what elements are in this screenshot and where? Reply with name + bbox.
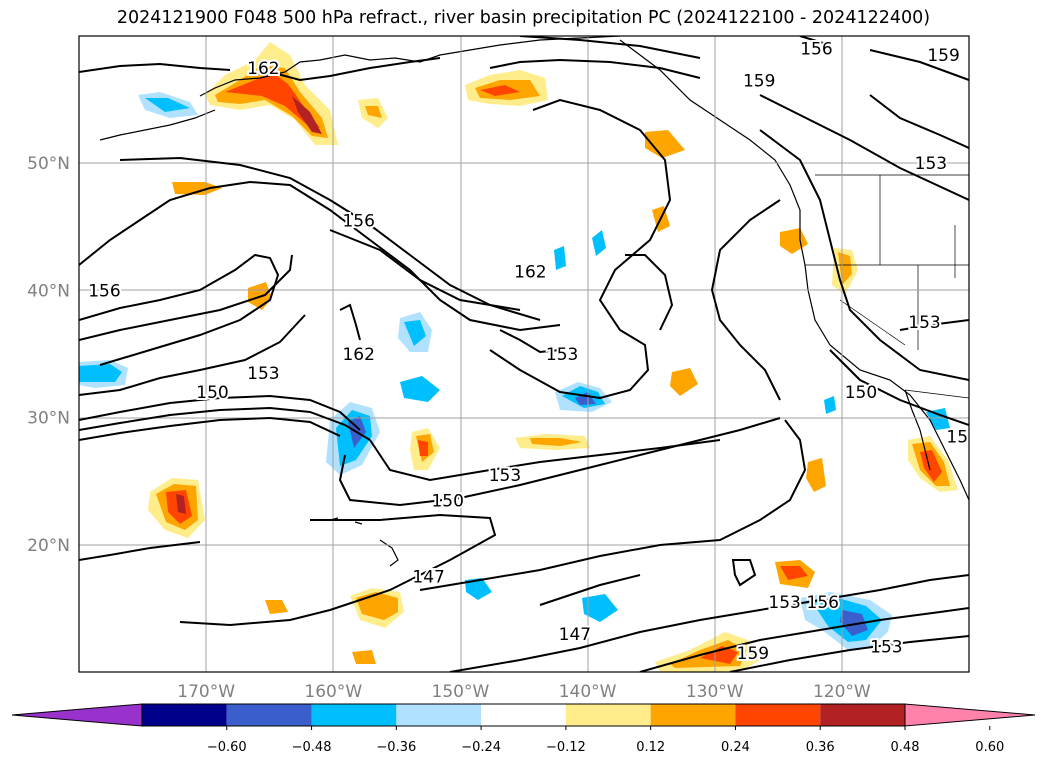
colorbar-segment <box>735 704 821 726</box>
lat-tick-label: 40°N <box>27 281 70 301</box>
colorbar-segment <box>481 704 566 726</box>
colorbar-tick-label: 0.60 <box>975 740 1004 755</box>
contour-label: 150 <box>946 428 978 448</box>
colorbar-segment <box>226 704 312 726</box>
colorbar-tick-label: −0.60 <box>207 740 247 755</box>
contour-label: 156 <box>807 593 839 613</box>
lon-tick-label: 130°W <box>686 682 744 702</box>
precip-blob <box>806 458 826 492</box>
contour-label: 153 <box>768 593 800 613</box>
lon-tick-label: 150°W <box>432 682 490 702</box>
precip-blob <box>356 592 398 620</box>
lat-tick-label: 30°N <box>27 409 70 429</box>
contour-label: 153 <box>489 466 521 486</box>
colorbar-tick-label: −0.48 <box>292 740 332 755</box>
colorbar-segment <box>820 704 905 726</box>
precip-blob <box>145 98 190 112</box>
contour-label: 162 <box>342 345 374 365</box>
contour-label: 162 <box>247 59 279 79</box>
contour-label: 162 <box>514 262 546 282</box>
contour-label: 156 <box>800 40 832 60</box>
precip-blob <box>225 72 320 128</box>
contour-label: 153 <box>915 154 947 174</box>
colorbar-tick-label: 0.24 <box>721 740 750 755</box>
precip-blob <box>400 376 440 402</box>
lon-tick-label: 170°W <box>177 682 235 702</box>
coastline-aleutians <box>99 109 216 141</box>
precip-blob <box>926 408 950 430</box>
precip-blob <box>480 85 520 96</box>
colorbar-tick-label: −0.24 <box>461 740 501 755</box>
precip-blob <box>265 600 288 614</box>
precip-blob <box>172 182 222 195</box>
contour-label: 153 <box>908 313 940 333</box>
map-title: 2024121900 F048 500 hPa refract., river … <box>116 8 931 28</box>
contour-labels: 162 159 156 159 153 156 162 156 162 153 153 150 150 1… <box>86 38 978 666</box>
colorbar-tick-label: 0.36 <box>806 740 835 755</box>
precip-blob <box>404 320 426 346</box>
precip-blob <box>920 450 942 482</box>
lon-tick-label: 140°W <box>559 682 617 702</box>
precip-blob <box>645 130 685 158</box>
precip-blob <box>554 246 566 270</box>
precip-blob <box>824 396 836 414</box>
precip-blob <box>365 106 382 118</box>
precip-blob <box>465 578 492 600</box>
colorbar-tick-label: −0.12 <box>546 740 586 755</box>
latitude-labels: 20°N 30°N 40°N 50°N <box>27 154 70 556</box>
contour-label: 153 <box>870 638 902 658</box>
colorbar: −0.60 −0.48 −0.36 −0.24 −0.12 0.12 0.24 0.36 0.4… <box>11 703 1036 755</box>
precip-blob <box>700 646 738 664</box>
colorbar-outline <box>141 703 906 727</box>
precip-blob <box>418 440 428 456</box>
map-frame <box>78 35 970 673</box>
contour-label: 150 <box>845 383 877 403</box>
colorbar-segment <box>565 704 651 726</box>
coastline-panhandle <box>619 39 969 501</box>
colorbar-segment <box>142 704 227 726</box>
contour-label: 156 <box>342 211 374 231</box>
contour-label: 150 <box>431 491 463 511</box>
lon-tick-label: 120°W <box>813 682 871 702</box>
contour-label: 147 <box>412 568 444 588</box>
contour-label: 153 <box>546 345 578 365</box>
precip-blob <box>176 494 186 514</box>
precip-blob <box>575 392 596 405</box>
colorbar-segment <box>650 704 736 726</box>
contour-label: 153 <box>247 364 279 384</box>
contour-label: 159 <box>743 72 775 92</box>
colorbar-extend-high <box>904 703 1036 727</box>
colorbar-extend-low <box>11 703 143 727</box>
lat-tick-label: 20°N <box>27 536 70 556</box>
lon-tick-label: 160°W <box>304 682 362 702</box>
borders <box>805 174 969 399</box>
precip-shading <box>79 42 958 672</box>
precip-blob <box>670 368 698 396</box>
contour-label: 156 <box>88 281 120 301</box>
colorbar-tick-label: 0.12 <box>636 740 665 755</box>
refractivity-contours <box>79 36 969 672</box>
precip-blob <box>840 610 868 636</box>
colorbar-segment <box>311 704 397 726</box>
map-area[interactable] <box>79 36 969 672</box>
contour-label: 159 <box>927 46 959 66</box>
precip-blob <box>352 650 376 664</box>
precip-blob <box>582 594 618 622</box>
coastline-alaska <box>199 36 621 97</box>
precip-blob <box>215 65 328 138</box>
precip-blob <box>79 364 122 382</box>
precip-blob <box>592 230 606 256</box>
longitude-labels: 170°W 160°W 150°W 140°W 130°W 120°W <box>177 682 871 702</box>
contour-label: 159 <box>737 644 769 664</box>
contour-label: 147 <box>559 625 591 645</box>
lat-tick-label: 50°N <box>27 154 70 174</box>
colorbar-tick-label: −0.36 <box>376 740 416 755</box>
precip-blob <box>292 96 322 134</box>
precip-blob <box>780 566 808 580</box>
precip-blob <box>530 438 582 446</box>
contour-label: 150 <box>196 383 228 403</box>
colorbar-tick-label: 0.48 <box>891 740 920 755</box>
colorbar-segment <box>396 704 482 726</box>
